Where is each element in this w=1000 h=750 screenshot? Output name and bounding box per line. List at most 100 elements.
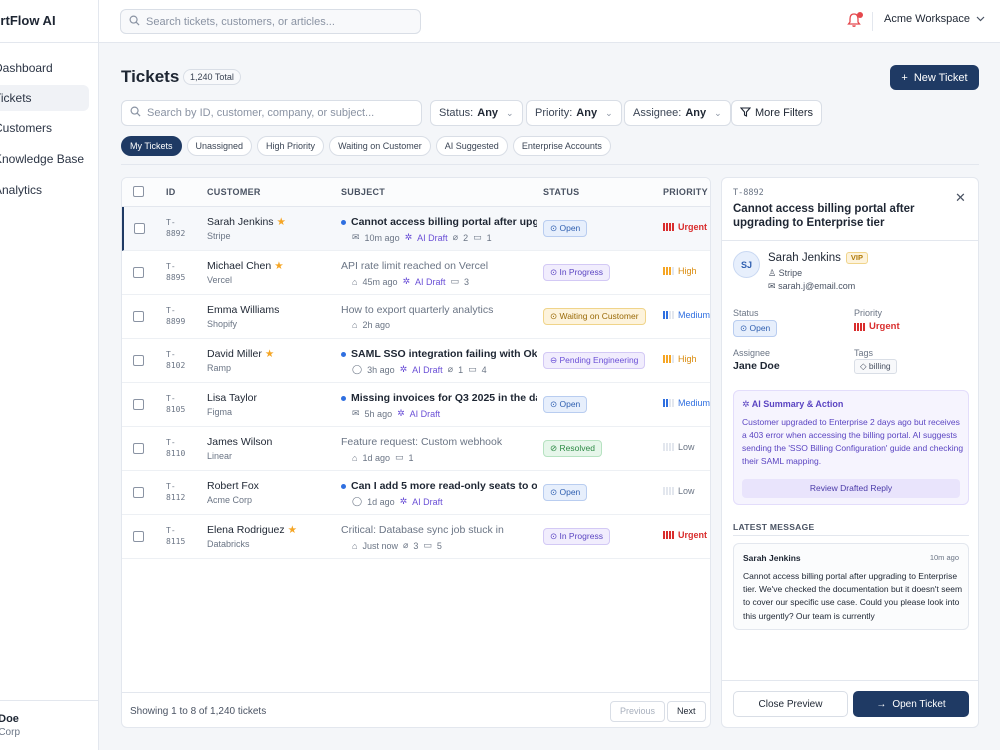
row-checkbox[interactable]: [133, 487, 144, 498]
row-checkbox[interactable]: [133, 355, 144, 366]
status-badge-label: Waiting on Customer: [559, 311, 639, 321]
table-row[interactable]: T-8112 Robert Fox Acme Corp Can I add 5 …: [122, 471, 710, 515]
status-badge-label: Pending Engineering: [559, 355, 639, 365]
more-filters-button[interactable]: More Filters: [731, 100, 823, 126]
row-checkbox[interactable]: [133, 311, 144, 322]
table-row[interactable]: T-8899 Emma Williams Shopify How to expo…: [122, 295, 710, 339]
chip-my-tickets[interactable]: My Tickets: [121, 136, 182, 156]
chat-icon: ◯: [352, 496, 363, 506]
priority-bars-icon: [663, 355, 674, 363]
table-row[interactable]: T-8102 David Miller ★ Ramp SAML SSO integ…: [122, 339, 710, 383]
tag-badge[interactable]: ◇ billing: [854, 359, 897, 374]
new-ticket-button[interactable]: + New Ticket: [890, 65, 979, 90]
preview-assignee[interactable]: Jane Doe: [733, 360, 780, 372]
brand-logo-text: SupportFlow AI: [0, 13, 56, 28]
sidebar-item-dashboard[interactable]: Dashboard: [0, 55, 89, 81]
chip-enterprise-accounts[interactable]: Enterprise Accounts: [512, 136, 611, 156]
priority-bars-icon: [854, 322, 865, 331]
status-filter-dropdown[interactable]: Status: Any ⌄: [430, 100, 523, 126]
preview-divider: [722, 240, 978, 241]
sidebar-item-customers[interactable]: Customers: [0, 115, 89, 141]
table-row[interactable]: T-8895 Michael Chen ★ Vercel API rate lim…: [122, 251, 710, 295]
column-header-customer[interactable]: CUSTOMER: [207, 187, 261, 197]
priority-indicator: Urgent: [663, 222, 707, 232]
close-icon[interactable]: ✕: [955, 190, 966, 205]
row-checkbox[interactable]: [133, 267, 144, 278]
priority-label: High: [678, 266, 697, 276]
row-checkbox[interactable]: [133, 399, 144, 410]
customer-cell: James Wilson Linear: [207, 436, 272, 461]
email-icon: ✉: [352, 232, 360, 242]
table-row[interactable]: T-8105 Lisa Taylor Figma Missing invoice…: [122, 383, 710, 427]
ticket-id: T-8102: [166, 350, 186, 370]
column-header-priority[interactable]: PRIORITY: [663, 187, 708, 197]
status-badge: ⊙ In Progress: [543, 528, 610, 545]
priority-label: Urgent: [678, 530, 707, 540]
column-header-subject[interactable]: SUBJECT: [341, 187, 386, 197]
next-page-button[interactable]: Next: [667, 701, 706, 722]
ticket-subject: SAML SSO integration failing with Okta: [351, 348, 537, 360]
column-header-id[interactable]: ID: [166, 187, 176, 197]
preview-email-text: sarah.j@email.com: [778, 281, 856, 291]
chip-ai-suggested[interactable]: AI Suggested: [435, 136, 508, 156]
customer-company: Figma: [207, 407, 233, 417]
open-ticket-button[interactable]: → Open Ticket: [853, 691, 969, 717]
status-field-label: Status: [733, 308, 759, 318]
sidebar-item-analytics[interactable]: Analytics: [0, 177, 89, 203]
table-footer: Showing 1 to 8 of 1,240 tickets Previous…: [122, 692, 710, 727]
chip-unassigned[interactable]: Unassigned: [186, 136, 253, 156]
preview-priority[interactable]: Urgent: [854, 321, 900, 332]
sidebar-user[interactable]: Jane Doe Acme Corp: [0, 713, 20, 738]
paperclip-icon: ⌀: [402, 540, 409, 550]
close-preview-button[interactable]: Close Preview: [733, 691, 848, 717]
preview-ticket-id: T-8892: [733, 188, 764, 198]
assignee-filter-dropdown[interactable]: Assignee: Any ⌄: [624, 100, 731, 126]
ticket-subject: Critical: Database sync job stuck in: [341, 524, 504, 536]
tag-text: billing: [868, 361, 891, 371]
preview-status-badge[interactable]: ⊙ Open: [733, 320, 778, 337]
row-checkbox[interactable]: [133, 443, 144, 454]
chat-icon: ⌂: [352, 540, 358, 551]
sparkle-icon: ✲: [742, 399, 750, 409]
column-header-status[interactable]: STATUS: [543, 187, 580, 197]
preview-customer-name[interactable]: Sarah Jenkins: [768, 252, 841, 264]
preview-customer-email[interactable]: ✉ sarah.j@email.com: [768, 281, 855, 292]
search-icon: [130, 106, 141, 120]
priority-indicator: High: [663, 266, 697, 276]
chevron-down-icon: ⌄: [506, 107, 514, 118]
star-icon: ★: [287, 524, 298, 536]
more-filters-label: More Filters: [755, 107, 814, 119]
chip-high-priority[interactable]: High Priority: [257, 136, 325, 156]
table-row[interactable]: T-8110 James Wilson Linear Feature reque…: [122, 427, 710, 471]
row-checkbox[interactable]: [134, 223, 145, 234]
workspace-switcher[interactable]: Acme Workspace: [884, 13, 985, 25]
quick-filter-chips: My Tickets Unassigned High Priority Wait…: [121, 136, 611, 156]
ticket-time: 3h ago: [367, 364, 395, 375]
latest-message-card: Sarah Jenkins 10m ago Cannot access bill…: [733, 543, 969, 630]
ticket-subject: How to export quarterly analytics: [341, 304, 494, 316]
sidebar-item-knowledge-base[interactable]: Knowledge Base: [0, 146, 89, 172]
ticket-id: T-8895: [166, 262, 186, 282]
ticket-id: T-8105: [166, 394, 186, 414]
select-all-checkbox[interactable]: [133, 186, 144, 197]
priority-indicator: Medium: [663, 398, 710, 408]
customer-cell: Elena Rodriguez ★ Databricks: [207, 524, 297, 549]
table-row[interactable]: T-8892 Sarah Jenkins ★ Stripe Cannot acce…: [122, 207, 710, 251]
sidebar-item-tickets[interactable]: Tickets: [0, 85, 89, 111]
chip-waiting-on-customer[interactable]: Waiting on Customer: [329, 136, 431, 156]
table-row[interactable]: T-8115 Elena Rodriguez ★ Databricks Criti…: [122, 515, 710, 559]
notification-bell-icon[interactable]: [847, 12, 863, 30]
user-icon: ♙: [768, 268, 777, 278]
ticket-id: T-8115: [166, 526, 186, 546]
priority-bars-icon: [663, 267, 674, 275]
review-drafted-reply-button[interactable]: Review Drafted Reply: [742, 479, 960, 498]
customer-name: Emma Williams: [207, 304, 280, 316]
global-search-input[interactable]: Search tickets, customers, or articles..…: [120, 9, 421, 34]
row-checkbox[interactable]: [133, 531, 144, 542]
avatar: SJ: [733, 251, 760, 278]
preview-company-text: Stripe: [778, 268, 803, 278]
priority-filter-dropdown[interactable]: Priority: Any ⌄: [526, 100, 622, 126]
ticket-search-input[interactable]: Search by ID, customer, company, or subj…: [121, 100, 422, 126]
customer-company: Linear: [207, 451, 233, 461]
previous-page-button[interactable]: Previous: [610, 701, 666, 722]
